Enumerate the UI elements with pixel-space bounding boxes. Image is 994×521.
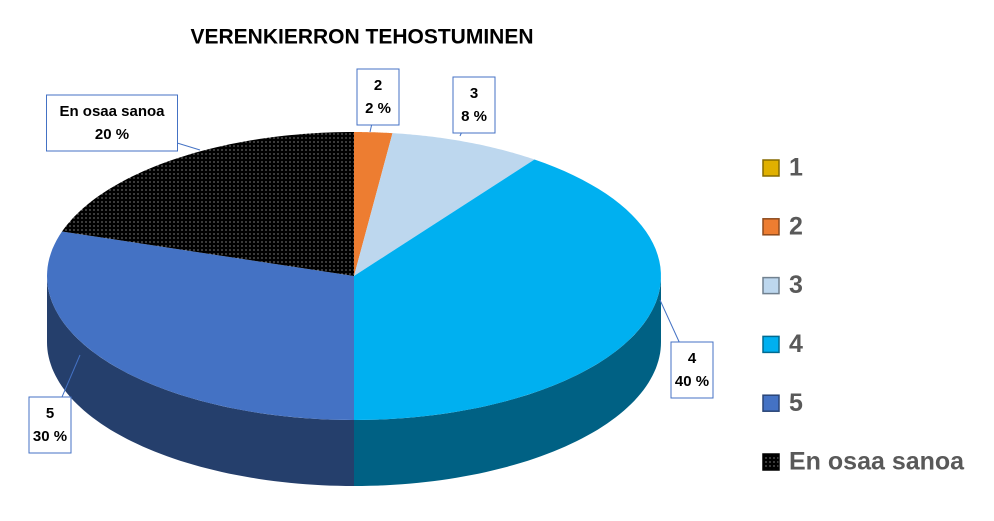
slice-side: [47, 276, 354, 486]
data-label-category: 3: [470, 85, 478, 102]
legend-label: 2: [789, 212, 803, 240]
legend-swatch: [762, 276, 780, 295]
data-label-category: 4: [688, 350, 697, 367]
slice: [47, 231, 354, 420]
legend-swatch: [762, 335, 780, 354]
legend-label: 3: [789, 271, 803, 299]
legend-label: 1: [789, 154, 803, 182]
data-label-value: 8 %: [461, 108, 487, 125]
label-box: [356, 68, 400, 126]
data-label-category: 2: [374, 77, 382, 94]
data-label-value: 20 %: [95, 126, 129, 143]
data-label-value: 30 %: [33, 428, 67, 445]
slice: [62, 132, 354, 276]
data-label-value: 40 %: [675, 373, 709, 390]
label-box: [46, 94, 178, 152]
data-label-category: En osaa sanoa: [59, 103, 165, 120]
legend-label: En osaa sanoa: [789, 448, 965, 476]
data-label-category: 5: [46, 405, 54, 422]
data-label-value: 2 %: [365, 100, 391, 117]
legend-label: 5: [789, 389, 803, 417]
label-box: [670, 341, 714, 399]
slice: [354, 159, 661, 420]
chart-title: VERENKIERRON TEHOSTUMINEN: [190, 26, 533, 49]
slice: [354, 132, 393, 276]
legend-swatch: [762, 394, 780, 412]
legend-swatch: [762, 159, 780, 177]
label-box: [452, 76, 496, 134]
label-box: [28, 396, 72, 454]
legend-swatch: [762, 453, 780, 471]
legend-label: 4: [789, 330, 803, 358]
slice-side: [354, 276, 661, 486]
legend-swatch: [762, 218, 780, 236]
slice: [354, 133, 535, 276]
